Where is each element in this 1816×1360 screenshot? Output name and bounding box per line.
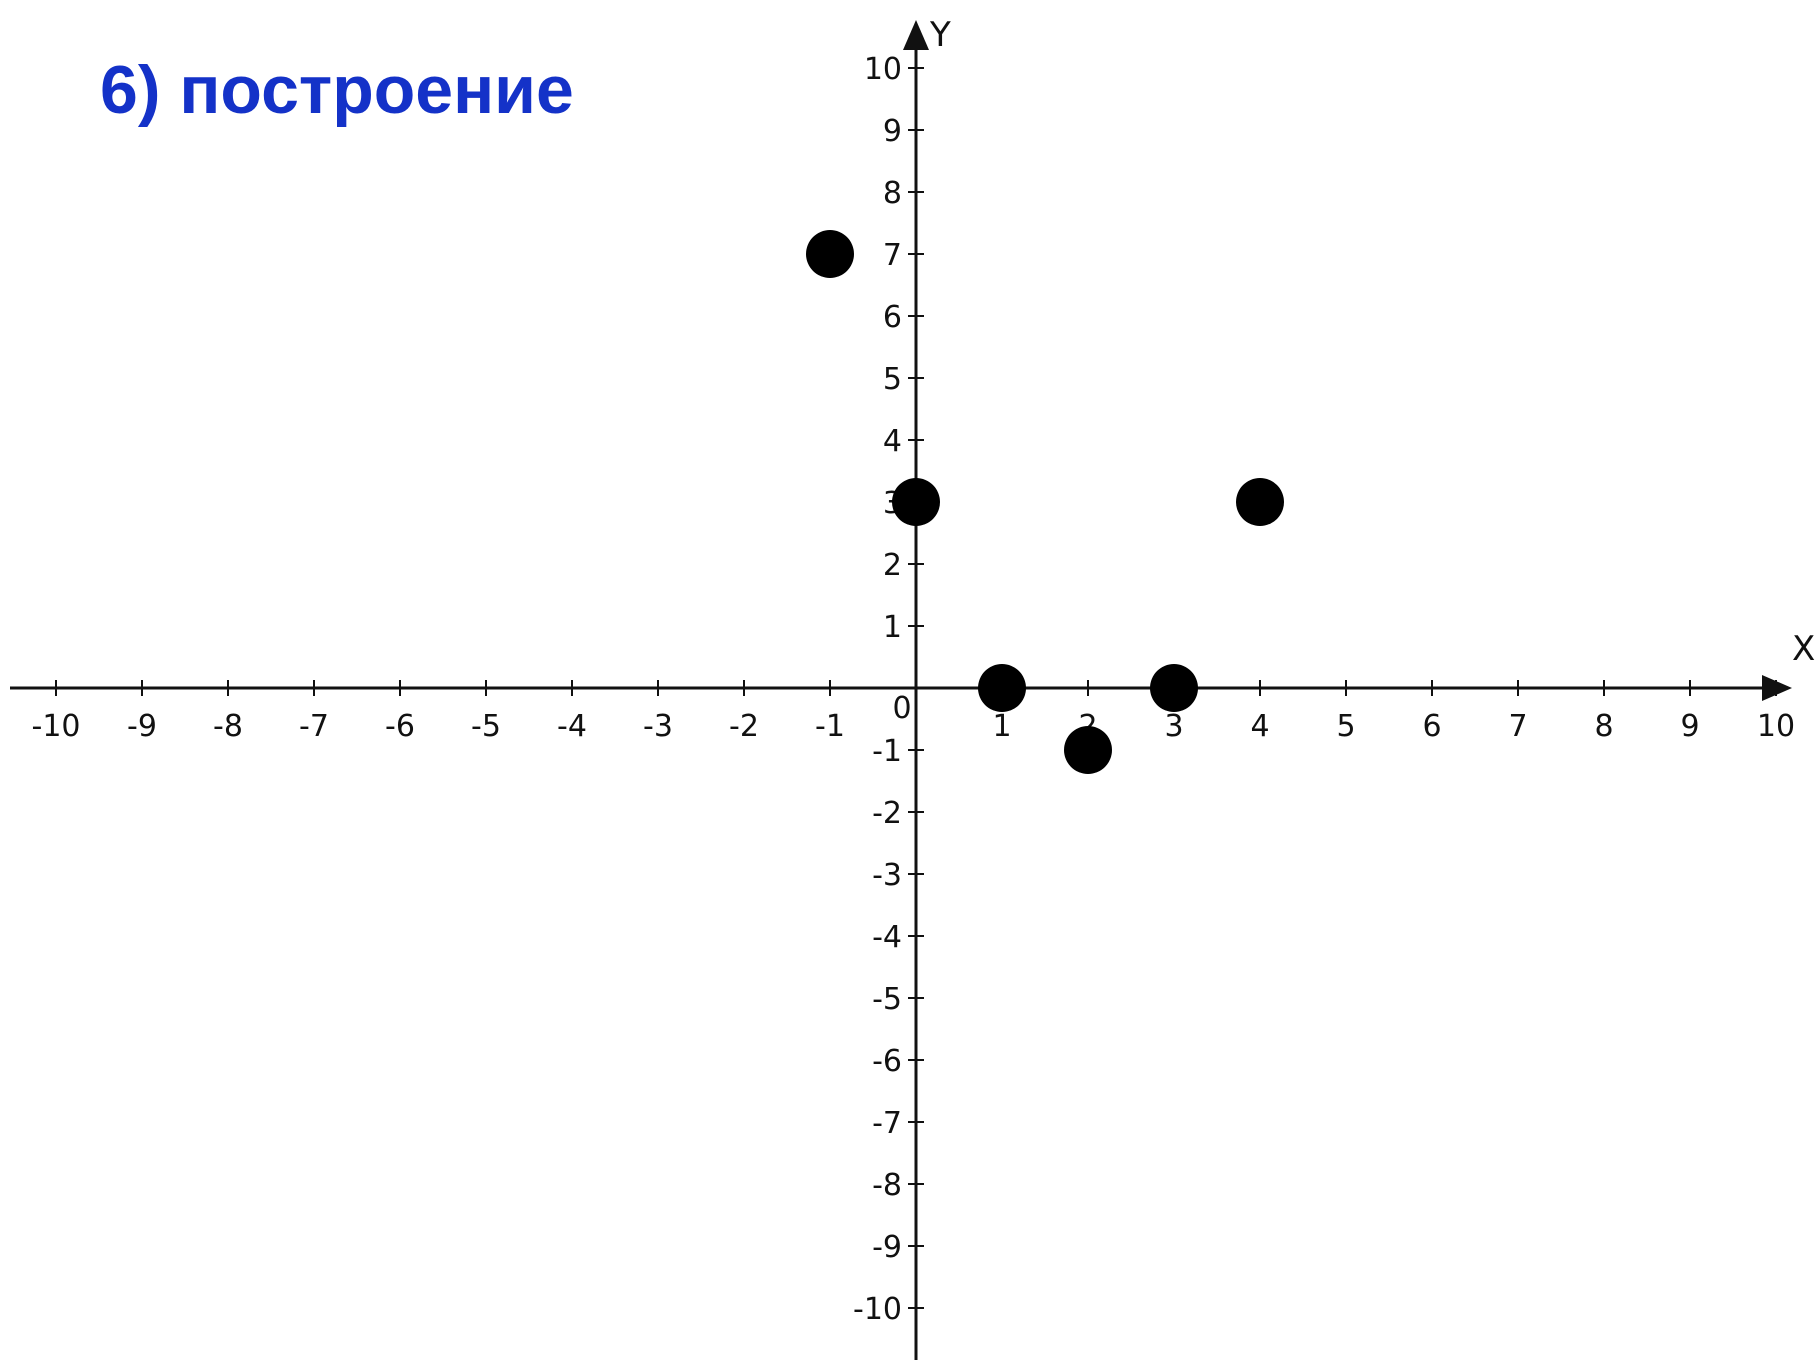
x-tick-label: 6	[1422, 709, 1441, 744]
x-tick-label: 10	[1757, 709, 1795, 744]
x-tick-label: -8	[213, 709, 243, 744]
x-tick-label: 4	[1250, 709, 1269, 744]
tick-labels: X Y 0 -10 -9 -8 -7 -6 -5 -4 -3 -2 -1 1 2 3 4 5 6 7 8 9 10 -10 -9…	[32, 15, 1816, 1327]
y-tick-label: -1	[872, 734, 902, 769]
axes	[10, 20, 1792, 1360]
y-tick-label: -9	[872, 1230, 902, 1265]
x-tick-label: -10	[32, 709, 81, 744]
data-point	[1236, 478, 1284, 526]
x-tick-label: -5	[471, 709, 501, 744]
y-tick-label: 10	[864, 52, 902, 87]
x-tick-label: -9	[127, 709, 157, 744]
data-point	[1150, 664, 1198, 712]
data-point	[806, 230, 854, 278]
x-tick-label: -3	[643, 709, 673, 744]
y-tick-label: -7	[872, 1106, 902, 1141]
x-tick-label: 3	[1164, 709, 1183, 744]
x-tick-label: 5	[1336, 709, 1355, 744]
y-tick-label: 8	[883, 176, 902, 211]
x-tick-label: 1	[992, 709, 1011, 744]
y-tick-label: 1	[883, 610, 902, 645]
data-point	[978, 664, 1026, 712]
y-tick-label: -10	[853, 1292, 902, 1327]
y-tick-label: -2	[872, 796, 902, 831]
y-tick-label: -6	[872, 1044, 902, 1079]
x-tick-label: -2	[729, 709, 759, 744]
y-tick-label: 4	[883, 424, 902, 459]
data-point	[892, 478, 940, 526]
data-points	[806, 230, 1284, 774]
x-tick-label: -7	[299, 709, 329, 744]
y-tick-label: 9	[883, 114, 902, 149]
x-tick-label: -1	[815, 709, 845, 744]
y-tick-label: 6	[883, 300, 902, 335]
x-tick-label: 9	[1680, 709, 1699, 744]
y-tick-label: -5	[872, 982, 902, 1017]
y-tick-label: 2	[883, 548, 902, 583]
x-tick-label: -4	[557, 709, 587, 744]
x-tick-label: 7	[1508, 709, 1527, 744]
y-tick-label: -4	[872, 920, 902, 955]
y-axis-arrow	[903, 20, 929, 50]
y-tick-label: 7	[883, 238, 902, 273]
x-axis-label: X	[1792, 629, 1815, 669]
origin-label: 0	[892, 691, 911, 726]
y-tick-label: 5	[883, 362, 902, 397]
x-tick-label: 8	[1594, 709, 1613, 744]
x-tick-label: -6	[385, 709, 415, 744]
y-tick-label: -8	[872, 1168, 902, 1203]
page-title: 6) построение	[100, 52, 574, 128]
data-point	[1064, 726, 1112, 774]
y-axis-label: Y	[929, 15, 951, 55]
y-tick-label: -3	[872, 858, 902, 893]
